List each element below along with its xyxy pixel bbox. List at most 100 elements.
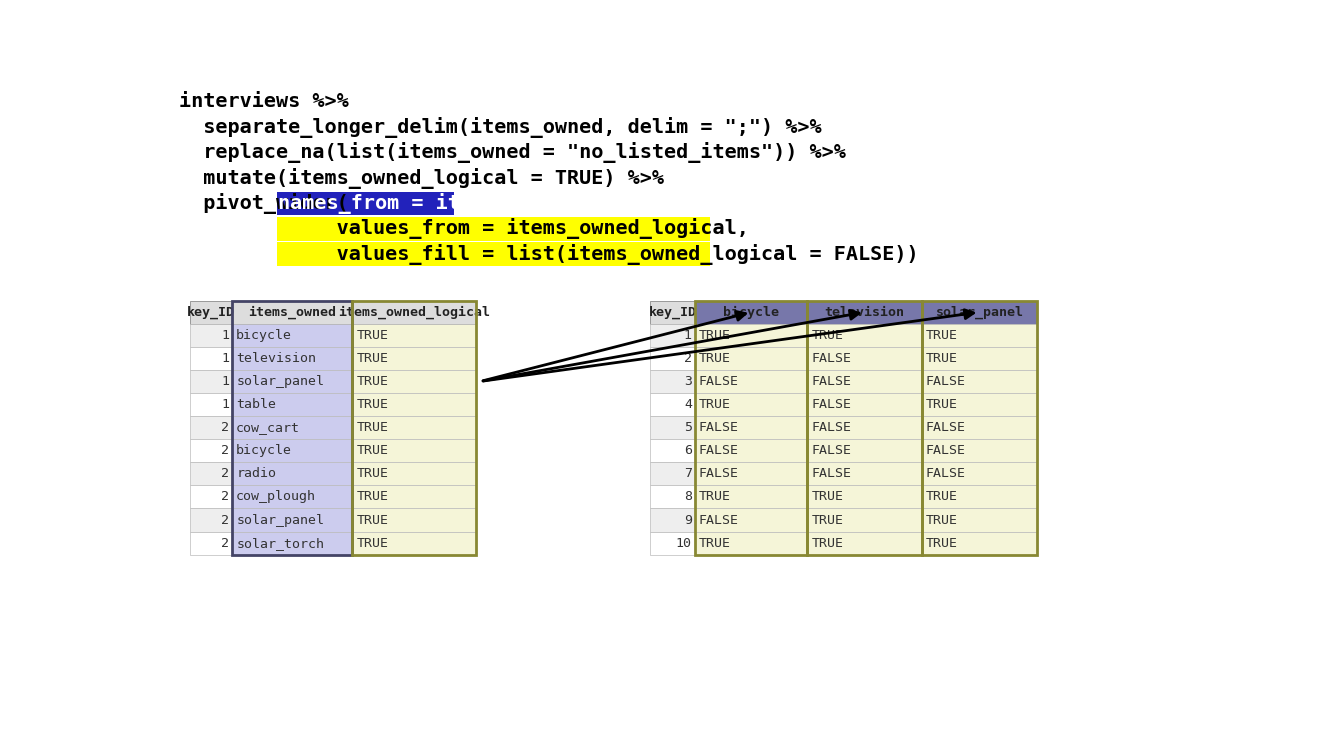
Bar <box>922 324 1036 347</box>
Text: 2: 2 <box>222 537 230 550</box>
Bar <box>922 416 1036 439</box>
Bar <box>233 347 352 370</box>
Text: TRUE: TRUE <box>699 352 731 364</box>
Bar <box>650 508 695 532</box>
Bar <box>695 416 808 439</box>
Bar <box>650 393 695 416</box>
Bar <box>808 300 922 555</box>
Bar <box>808 324 922 347</box>
Text: 2: 2 <box>222 490 230 504</box>
Text: FALSE: FALSE <box>699 444 739 457</box>
Text: television: television <box>237 352 316 364</box>
Bar <box>352 462 477 486</box>
Bar <box>190 486 233 508</box>
Text: TRUE: TRUE <box>812 329 843 342</box>
Text: TRUE: TRUE <box>812 537 843 550</box>
Bar <box>650 300 695 324</box>
Bar <box>190 416 233 439</box>
Text: 2: 2 <box>222 444 230 457</box>
Text: 10: 10 <box>676 537 692 550</box>
Bar <box>233 462 352 486</box>
Text: separate_longer_delim(items_owned, delim = ";") %>%: separate_longer_delim(items_owned, delim… <box>179 117 821 138</box>
Bar <box>695 439 808 462</box>
Bar <box>352 393 477 416</box>
Text: FALSE: FALSE <box>926 421 966 434</box>
Text: 1: 1 <box>222 329 230 342</box>
Bar <box>277 191 454 215</box>
Text: 4: 4 <box>684 398 692 411</box>
Text: values_from = items_owned_logical,: values_from = items_owned_logical, <box>179 218 749 239</box>
Bar <box>650 347 695 370</box>
Text: items_owned: items_owned <box>249 306 336 319</box>
Text: FALSE: FALSE <box>812 421 851 434</box>
Bar <box>922 508 1036 532</box>
Bar <box>650 532 695 555</box>
Bar <box>233 324 352 347</box>
Bar <box>695 347 808 370</box>
Bar <box>808 508 922 532</box>
Bar <box>808 347 922 370</box>
Bar <box>695 393 808 416</box>
Bar <box>352 508 477 532</box>
Text: FALSE: FALSE <box>812 375 851 388</box>
Bar <box>695 324 808 347</box>
Bar <box>233 370 352 393</box>
Bar <box>695 462 808 486</box>
Text: items_owned_logical: items_owned_logical <box>339 306 491 319</box>
Text: 1: 1 <box>222 375 230 388</box>
Bar <box>233 416 352 439</box>
Bar <box>233 300 352 324</box>
Bar <box>650 462 695 486</box>
Bar <box>352 486 477 508</box>
Text: 2: 2 <box>684 352 692 364</box>
Text: FALSE: FALSE <box>699 421 739 434</box>
Text: TRUE: TRUE <box>356 490 388 504</box>
Text: key_ID: key_ID <box>649 306 696 319</box>
Bar <box>190 300 233 324</box>
Text: interviews %>%: interviews %>% <box>179 93 348 111</box>
Bar <box>808 393 922 416</box>
Text: solar_panel: solar_panel <box>237 375 324 388</box>
Text: table: table <box>237 398 277 411</box>
Text: solar_panel: solar_panel <box>935 306 1023 319</box>
Text: bicycle: bicycle <box>237 329 292 342</box>
Text: TRUE: TRUE <box>926 490 958 504</box>
Bar <box>808 370 922 393</box>
Bar <box>233 393 352 416</box>
Text: cow_cart: cow_cart <box>237 421 300 434</box>
Text: TRUE: TRUE <box>356 398 388 411</box>
Text: TRUE: TRUE <box>356 375 388 388</box>
Bar <box>352 370 477 393</box>
Text: bicycle: bicycle <box>237 444 292 457</box>
Text: 2: 2 <box>222 468 230 480</box>
Text: solar_panel: solar_panel <box>237 514 324 526</box>
Text: cow_plough: cow_plough <box>237 490 316 504</box>
Text: television: television <box>825 306 905 319</box>
Bar <box>922 347 1036 370</box>
Text: FALSE: FALSE <box>699 375 739 388</box>
Bar <box>922 300 1036 324</box>
Bar <box>922 393 1036 416</box>
Text: 5: 5 <box>684 421 692 434</box>
Bar <box>277 217 710 241</box>
Text: pivot_wider(: pivot_wider( <box>179 193 348 214</box>
Text: mutate(items_owned_logical = TRUE) %>%: mutate(items_owned_logical = TRUE) %>% <box>179 168 664 189</box>
Text: 6: 6 <box>684 444 692 457</box>
Bar <box>352 416 477 439</box>
Bar <box>922 300 1036 555</box>
Text: 7: 7 <box>684 468 692 480</box>
Bar <box>922 532 1036 555</box>
Bar <box>922 370 1036 393</box>
Text: TRUE: TRUE <box>926 398 958 411</box>
Bar <box>352 300 477 555</box>
Bar <box>808 416 922 439</box>
Bar <box>352 324 477 347</box>
Text: TRUE: TRUE <box>356 421 388 434</box>
Bar <box>695 532 808 555</box>
Bar <box>233 532 352 555</box>
Bar <box>808 439 922 462</box>
Bar <box>922 486 1036 508</box>
Text: values_fill = list(items_owned_logical = FALSE)): values_fill = list(items_owned_logical =… <box>179 244 918 265</box>
Text: TRUE: TRUE <box>926 537 958 550</box>
Text: 3: 3 <box>684 375 692 388</box>
